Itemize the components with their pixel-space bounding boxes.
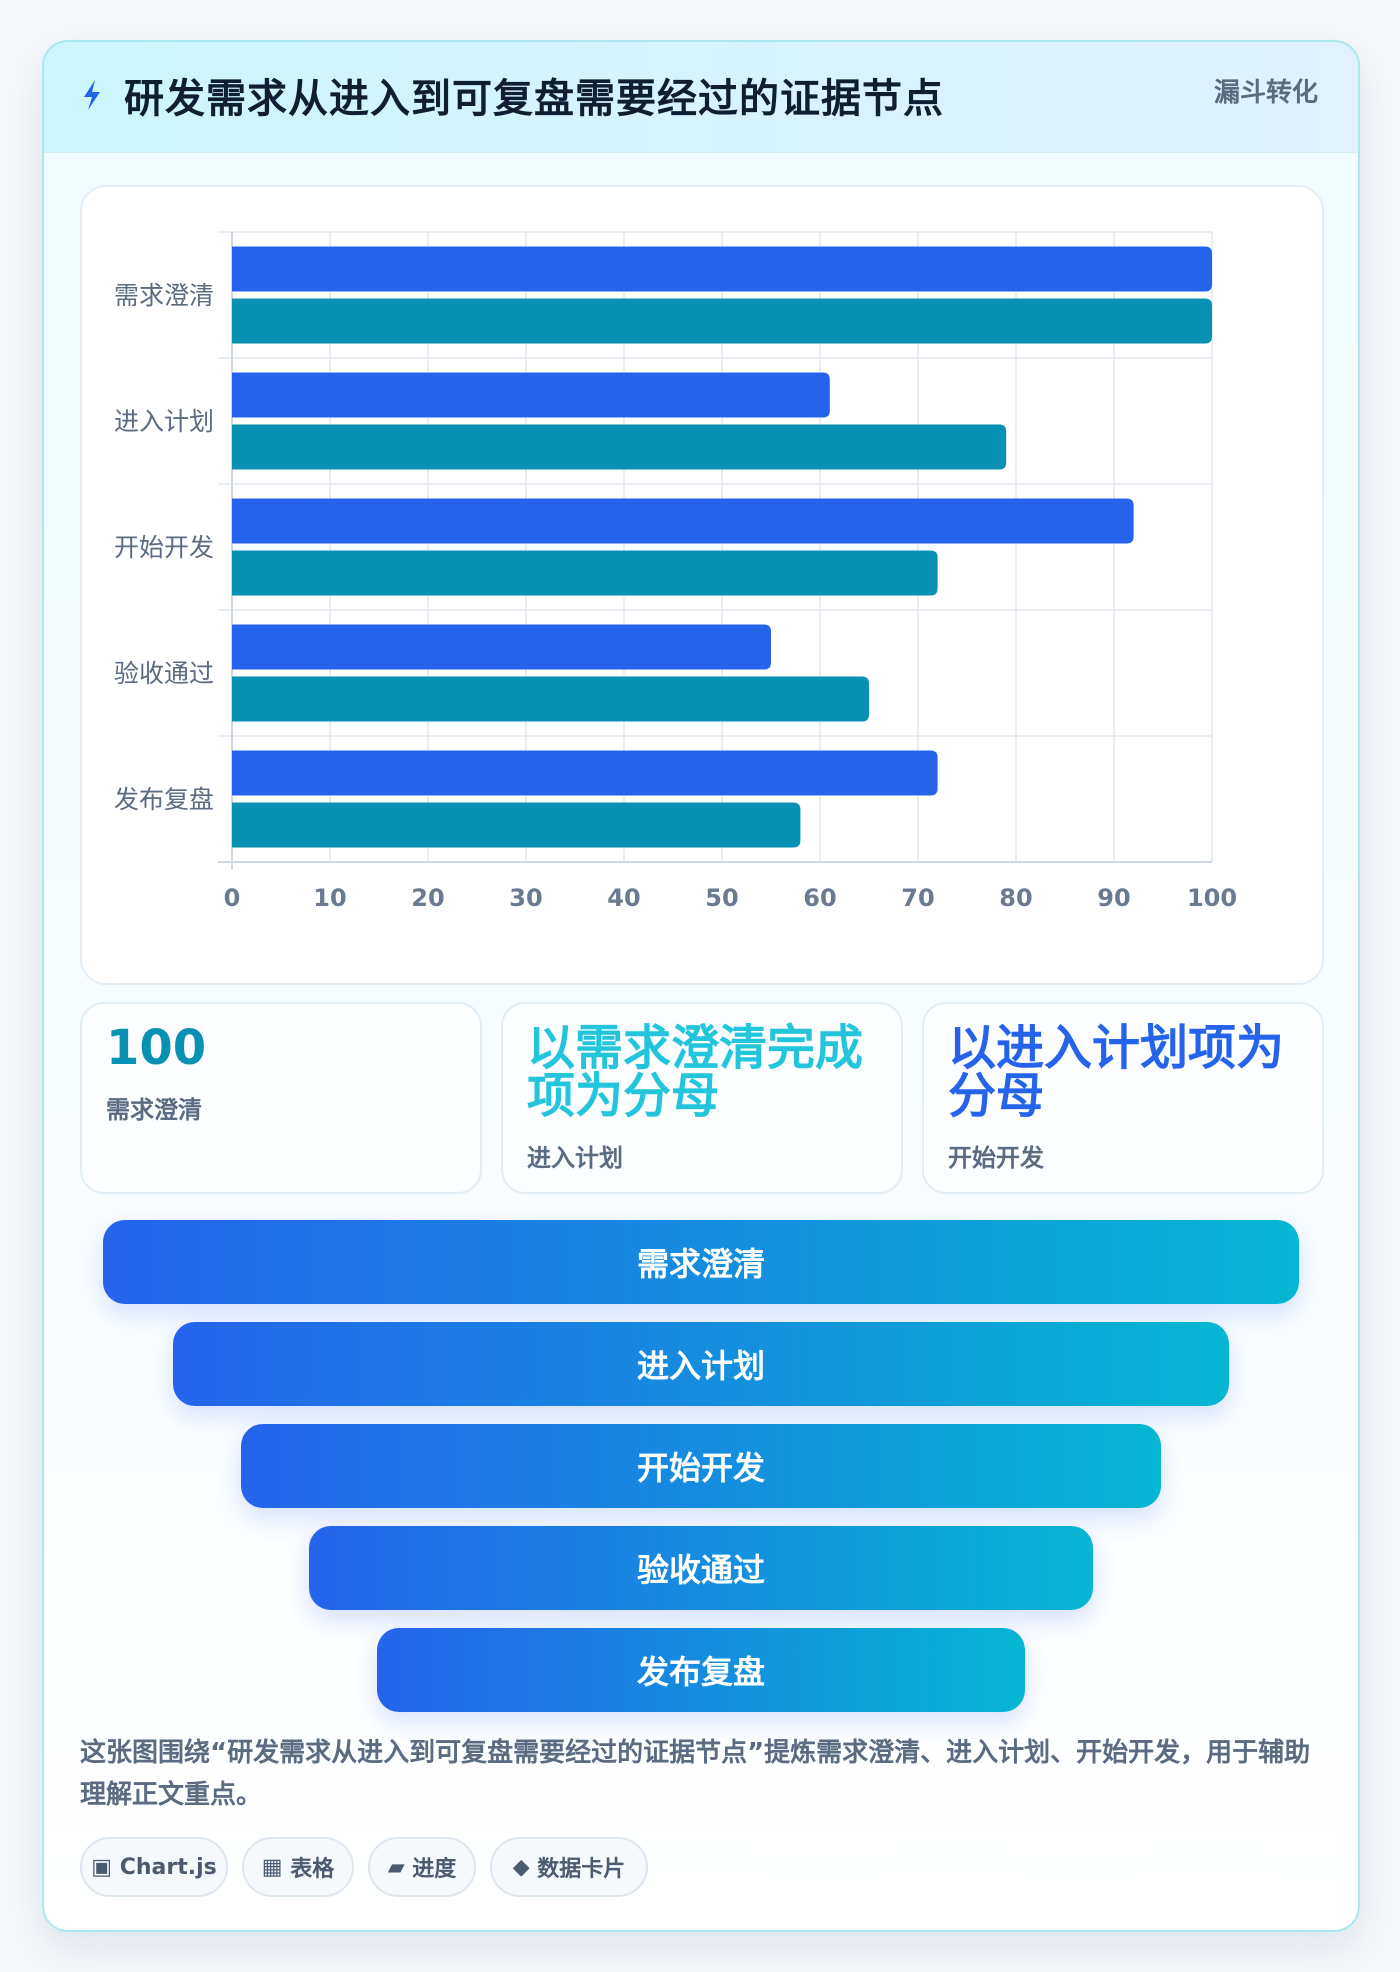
bar (232, 676, 869, 722)
chip-label: 表格 (290, 1857, 335, 1882)
x-tick-label: 100 (1187, 884, 1237, 912)
stat-card-1: 100 需求澄清 (80, 1002, 482, 1194)
card-header: 研发需求从进入到可复盘需要经过的证据节点 漏斗转化 (44, 42, 1358, 153)
x-tick-label: 0 (224, 884, 241, 912)
chip-label: 进度 (412, 1857, 457, 1882)
bar-rect (232, 498, 1134, 544)
stat-card-3: 以进入计划项为分母 开始开发 (922, 1002, 1324, 1194)
bar (232, 246, 1212, 292)
bar (232, 624, 771, 670)
chip-chartjs[interactable]: ▣ Chart.js (80, 1837, 228, 1897)
funnel-stage-5: 发布复盘 (377, 1628, 1025, 1712)
y-tick-label: 开始开发 (114, 533, 214, 562)
bar-rect (232, 550, 938, 596)
x-tick-label: 30 (509, 884, 542, 912)
bar-rect (232, 372, 830, 418)
x-tick-label: 70 (901, 884, 934, 912)
bar-chart-panel: 需求澄清进入计划开始开发验收通过发布复盘 0 10 20 30 40 50 60 70 80 90 1… (80, 185, 1324, 985)
chip-label: 数据卡片 (537, 1857, 626, 1882)
x-tick-label: 40 (607, 884, 640, 912)
stat-label: 进入计划 (527, 1144, 623, 1172)
stat-value: 以进入计划项为分母 (948, 1020, 1285, 1124)
stat-label: 需求澄清 (106, 1096, 202, 1124)
lightning-icon (84, 80, 100, 110)
stat-value: 100 (106, 1020, 207, 1076)
stat-label: 开始开发 (948, 1144, 1044, 1172)
bar-rect (232, 676, 869, 722)
y-tick-label: 发布复盘 (114, 785, 214, 814)
diamond-icon: ◆ (512, 1854, 530, 1880)
page-title: 研发需求从进入到可复盘需要经过的证据节点 (124, 76, 944, 122)
table-icon: ▦ (261, 1854, 283, 1880)
chip-table[interactable]: ▦ 表格 (242, 1837, 354, 1897)
bar-rect (232, 750, 938, 796)
progress-icon: ▰ (387, 1854, 405, 1880)
report-card: 研发需求从进入到可复盘需要经过的证据节点 漏斗转化 需求澄清 进入计划 开始开发 验收… (42, 40, 1360, 1932)
x-tick-label: 80 (999, 884, 1032, 912)
x-tick-label: 90 (1097, 884, 1130, 912)
bar-rect (232, 802, 801, 848)
stat-cards: 100 需求澄清 以需求澄清完成项为分母 进入计划 以进入计划项为分母 开始开发 (80, 1002, 1324, 1194)
bar (232, 424, 1007, 470)
bar (232, 372, 830, 418)
y-tick-label: 验收通过 (114, 659, 214, 688)
funnel-stage-4: 验收通过 (309, 1526, 1093, 1610)
chip-data-card[interactable]: ◆ 数据卡片 (490, 1837, 648, 1897)
chart-type-tag: 漏斗转化 (1213, 78, 1318, 108)
funnel-stage-1: 需求澄清 (103, 1220, 1299, 1304)
bar (232, 550, 938, 596)
bar (232, 802, 801, 848)
bar-rect (232, 246, 1212, 292)
bar-rect (232, 298, 1212, 344)
bar (232, 298, 1212, 344)
bar (232, 498, 1134, 544)
bar (232, 750, 938, 796)
chip-label: Chart.js (119, 1854, 217, 1880)
x-tick-label: 20 (411, 884, 444, 912)
chip-progress[interactable]: ▰ 进度 (368, 1837, 476, 1897)
chart-icon: ▣ (91, 1854, 113, 1880)
chart-description: 这张图围绕“研发需求从进入到可复盘需要经过的证据节点”提炼需求澄清、进入计划、开… (80, 1738, 1311, 1810)
bar-rect (232, 624, 771, 670)
funnel-stage-2: 进入计划 (173, 1322, 1229, 1406)
x-tick-label: 60 (803, 884, 836, 912)
bar-rect (232, 424, 1007, 470)
y-tick-label: 进入计划 (114, 407, 214, 436)
y-tick-label: 需求澄清 (114, 281, 214, 310)
stat-card-2: 以需求澄清完成项为分母 进入计划 (501, 1002, 903, 1194)
stat-value: 以需求澄清完成项为分母 (527, 1020, 864, 1124)
x-tick-label: 50 (705, 884, 738, 912)
x-tick-label: 10 (313, 884, 346, 912)
funnel-stage-3: 开始开发 (241, 1424, 1161, 1508)
